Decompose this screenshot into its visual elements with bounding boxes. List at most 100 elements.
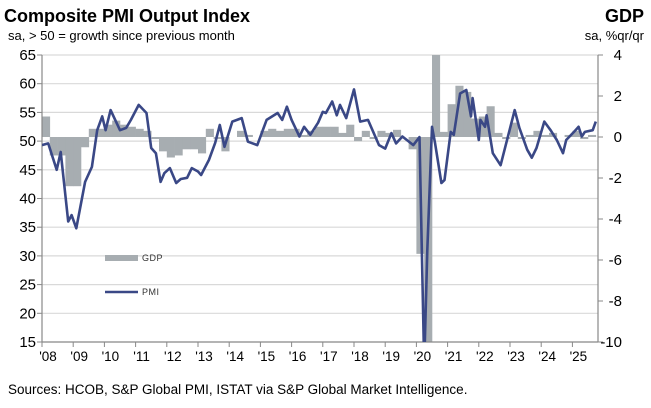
gdp-bar: [541, 134, 550, 137]
gdp-bar: [65, 137, 74, 187]
gdp-bar: [143, 130, 152, 137]
legend-pmi-label: PMI: [142, 287, 160, 297]
gdp-bar: [127, 126, 136, 137]
gdp-bar: [88, 128, 97, 137]
left-tick-label: 20: [19, 305, 36, 322]
gdp-bar: [299, 134, 308, 137]
gdp-bar: [198, 137, 207, 154]
gdp-bar: [346, 124, 355, 137]
gdp-bar: [283, 128, 292, 137]
x-tick-label: '22: [476, 349, 494, 364]
gdp-bar: [361, 130, 370, 137]
gdp-bar: [572, 130, 581, 137]
legend-gdp-swatch: [105, 255, 138, 261]
gdp-bar: [57, 137, 66, 156]
gdp-bar: [393, 129, 402, 137]
gdp-bar: [322, 126, 331, 137]
x-tick-label: '13: [195, 349, 213, 364]
gdp-bar: [104, 124, 113, 137]
gdp-bar: [112, 120, 121, 137]
right-tick-label: -8: [609, 293, 622, 310]
gdp-bar: [96, 128, 105, 137]
x-tick-label: '10: [102, 349, 120, 364]
legend-gdp-label: GDP: [142, 253, 163, 263]
gdp-bar: [588, 134, 597, 137]
gdp-bar: [159, 137, 168, 152]
x-tick-label: '14: [226, 349, 244, 364]
gdp-bar: [471, 118, 480, 137]
gdp-bar: [276, 130, 285, 137]
left-tick-label: 55: [19, 104, 36, 121]
right-axis-title: GDP: [605, 6, 644, 26]
gdp-bar: [385, 132, 394, 137]
right-tick-label: 4: [614, 47, 622, 64]
gdp-bars: [42, 55, 597, 342]
gdp-bar: [510, 122, 519, 137]
pmi-line-group: [42, 88, 598, 342]
gdp-bar: [486, 106, 495, 137]
x-tick-label: '08: [39, 349, 57, 364]
gdp-bar: [463, 91, 472, 137]
gdp-bar: [478, 116, 487, 137]
x-tick-label: '20: [414, 349, 432, 364]
gdp-bar: [525, 134, 534, 137]
gdp-bar: [205, 128, 214, 137]
chart-subtitle: sa, > 50 = growth since previous month: [8, 28, 235, 43]
right-tick-label: -6: [609, 252, 622, 269]
gdp-bar: [533, 130, 542, 137]
gdp-bar: [190, 137, 199, 150]
left-tick-label: 15: [19, 334, 36, 351]
left-tick-label: 40: [19, 191, 36, 208]
gdp-bar: [151, 137, 160, 140]
x-tick-label: '17: [320, 349, 338, 364]
x-tick-label: '12: [164, 349, 182, 364]
gdp-bar: [42, 116, 51, 137]
right-tick-label: -10: [600, 334, 622, 351]
gdp-bar: [315, 126, 324, 137]
x-tick-label: '19: [382, 349, 400, 364]
gdp-bar: [174, 137, 183, 156]
x-tick-label: '18: [351, 349, 369, 364]
gdp-bar: [49, 137, 58, 156]
right-tick-label: 0: [614, 129, 622, 146]
x-tick-label: '09: [70, 349, 88, 364]
gdp-bar: [338, 132, 347, 137]
right-tick-label: 2: [614, 88, 622, 105]
gdp-bar: [439, 131, 448, 137]
left-tick-label: 30: [19, 248, 36, 265]
left-tick-label: 60: [19, 76, 36, 93]
legend: GDP PMI: [105, 253, 163, 297]
gdp-bar: [73, 137, 82, 187]
gdp-bar: [244, 134, 253, 137]
gdp-bar: [182, 137, 191, 150]
source-note: Sources: HCOB, S&P Global PMI, ISTAT via…: [8, 382, 467, 397]
right-tick-label: -2: [609, 170, 622, 187]
gdp-bar: [354, 137, 363, 142]
gdp-bar: [268, 128, 277, 137]
x-tick-label: '23: [507, 349, 525, 364]
gdp-bar: [455, 85, 464, 137]
x-tick-label: '24: [538, 349, 556, 364]
chart-title: Composite PMI Output Index: [4, 6, 250, 26]
gdp-bar: [447, 104, 456, 137]
right-axis-subtitle: sa, %qr/qr: [585, 28, 645, 43]
left-tick-label: 65: [19, 47, 36, 64]
x-tick-label: '25: [570, 349, 588, 364]
left-tick-label: 45: [19, 162, 36, 179]
gdp-bar: [432, 55, 441, 138]
gdp-bar: [330, 126, 339, 137]
gdp-bar: [369, 137, 378, 140]
left-tick-label: 50: [19, 133, 36, 150]
gdp-bar: [291, 128, 300, 137]
left-tick-label: 25: [19, 277, 36, 294]
gdp-bar: [120, 124, 129, 137]
gdp-bar: [580, 137, 589, 140]
gdp-bar: [260, 130, 269, 137]
gdp-bar: [81, 137, 90, 148]
x-tick-label: '21: [445, 349, 463, 364]
gdp-bar: [494, 132, 503, 137]
x-tick-label: '11: [133, 349, 150, 364]
pmi-line: [42, 88, 598, 342]
